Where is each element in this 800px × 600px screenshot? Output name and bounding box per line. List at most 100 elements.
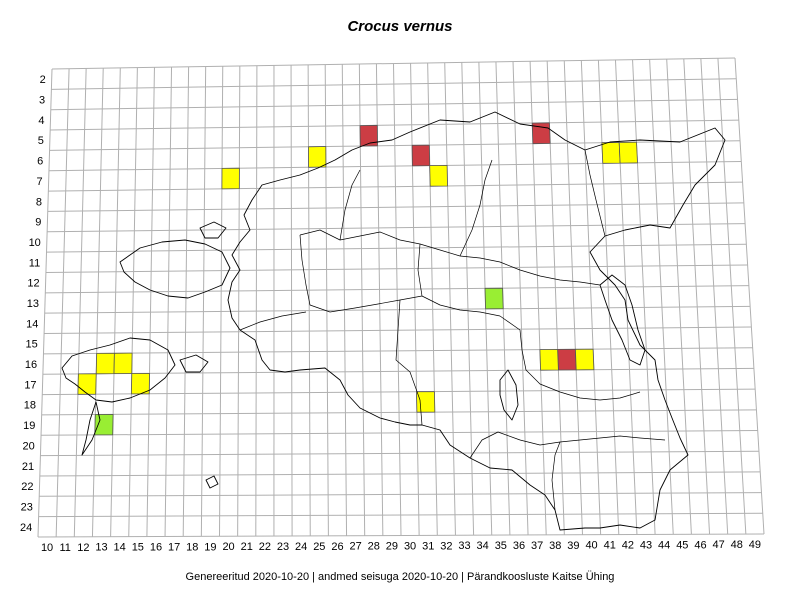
occurrence-cell-yellow	[77, 373, 97, 395]
grid-vline	[410, 63, 420, 536]
occurrence-cell-red	[411, 144, 431, 167]
occurrence-cell-yellow	[113, 352, 133, 375]
column-label: 41	[604, 540, 616, 552]
grid-hline	[41, 409, 757, 416]
grid-vline	[683, 58, 711, 535]
grid-hline	[37, 533, 765, 538]
grid-hline	[45, 285, 749, 294]
occurrence-cell-yellow	[95, 352, 115, 375]
grid-vline	[580, 60, 602, 535]
grid-vline	[393, 63, 402, 536]
row-label: 21	[22, 461, 34, 473]
row-label: 18	[24, 400, 36, 412]
column-label: 18	[186, 541, 198, 553]
column-label: 45	[676, 539, 688, 551]
county-border	[299, 229, 501, 263]
hiiumaa-island	[119, 239, 231, 299]
column-label: 20	[222, 541, 234, 553]
county-border	[339, 169, 361, 241]
column-label: 34	[477, 540, 489, 552]
county-border	[519, 435, 666, 446]
column-label: 37	[531, 540, 543, 552]
grid-vline	[734, 57, 765, 535]
grid-hline	[51, 57, 736, 70]
row-label: 8	[36, 196, 42, 208]
grid-vline	[324, 64, 329, 536]
county-border	[469, 431, 521, 459]
occurrence-cell-yellow	[618, 141, 638, 164]
grid-vline	[597, 60, 620, 535]
row-label: 24	[20, 522, 32, 534]
grid-vline	[341, 64, 348, 536]
column-label: 38	[549, 540, 561, 552]
column-label: 47	[713, 539, 725, 551]
muhu-island	[179, 354, 209, 373]
occurrence-cell-yellow	[221, 167, 240, 190]
grid-lines	[37, 57, 765, 538]
column-label: 19	[204, 541, 216, 553]
column-label: 44	[658, 539, 670, 551]
grid-hline	[38, 512, 763, 518]
row-label: 3	[39, 95, 45, 107]
grid-hline	[42, 367, 754, 375]
county-border	[551, 441, 561, 511]
grid-vline	[73, 68, 87, 537]
county-border	[395, 299, 423, 426]
county-border	[499, 261, 601, 286]
saaremaa-island	[61, 337, 176, 403]
grid-vline	[128, 67, 138, 537]
column-label: 35	[495, 540, 507, 552]
row-label: 12	[27, 278, 39, 290]
grid-vline	[37, 68, 53, 538]
grid-hline	[46, 243, 747, 253]
grid-vline	[91, 68, 104, 537]
occurrence-cells	[77, 122, 638, 436]
sorve-peninsula	[81, 401, 101, 456]
grid-vline	[182, 66, 190, 537]
column-label: 10	[41, 542, 53, 554]
column-label: 49	[749, 539, 761, 551]
column-label: 43	[640, 539, 652, 551]
grid-hline	[51, 78, 737, 90]
column-label: 36	[513, 540, 525, 552]
grid-hline	[50, 119, 739, 131]
row-label: 16	[25, 359, 37, 371]
column-label: 14	[114, 542, 126, 554]
occurrence-cell-yellow	[130, 372, 150, 395]
row-label: 2	[40, 74, 46, 86]
occurrence-cell-yellow	[416, 391, 436, 413]
occurrence-cell-red	[557, 348, 577, 371]
footer-credits: Genereeritud 2020-10-20 | andmed seisuga…	[185, 571, 615, 583]
county-border	[584, 149, 606, 237]
row-label: 10	[29, 237, 41, 249]
column-label: 30	[404, 540, 416, 552]
column-label: 39	[567, 540, 579, 552]
row-label: 23	[21, 501, 33, 513]
row-label: 22	[21, 481, 33, 493]
grid-vline	[427, 62, 438, 536]
grid-hline	[45, 264, 748, 273]
grid-vline	[110, 67, 121, 537]
column-label: 26	[331, 541, 343, 553]
grid-hline	[43, 347, 753, 355]
column-label: 48	[731, 539, 743, 551]
row-label: 6	[37, 156, 43, 168]
row-label: 13	[27, 298, 39, 310]
column-label: 24	[295, 541, 307, 553]
column-label: 22	[259, 541, 271, 553]
row-label: 5	[38, 135, 44, 147]
column-label: 33	[458, 540, 470, 552]
county-border	[417, 243, 501, 317]
grid-vline	[614, 59, 638, 535]
row-label: 7	[37, 176, 43, 188]
occurrence-cell-yellow	[574, 348, 595, 371]
lake-peipus	[599, 274, 646, 366]
grid-vline	[512, 61, 529, 535]
column-label: 42	[622, 540, 634, 552]
column-label: 31	[422, 540, 434, 552]
column-label: 32	[440, 540, 452, 552]
row-label: 9	[35, 217, 41, 229]
occurrence-cell-red	[359, 124, 378, 147]
occurrence-cell-yellow	[601, 142, 621, 164]
